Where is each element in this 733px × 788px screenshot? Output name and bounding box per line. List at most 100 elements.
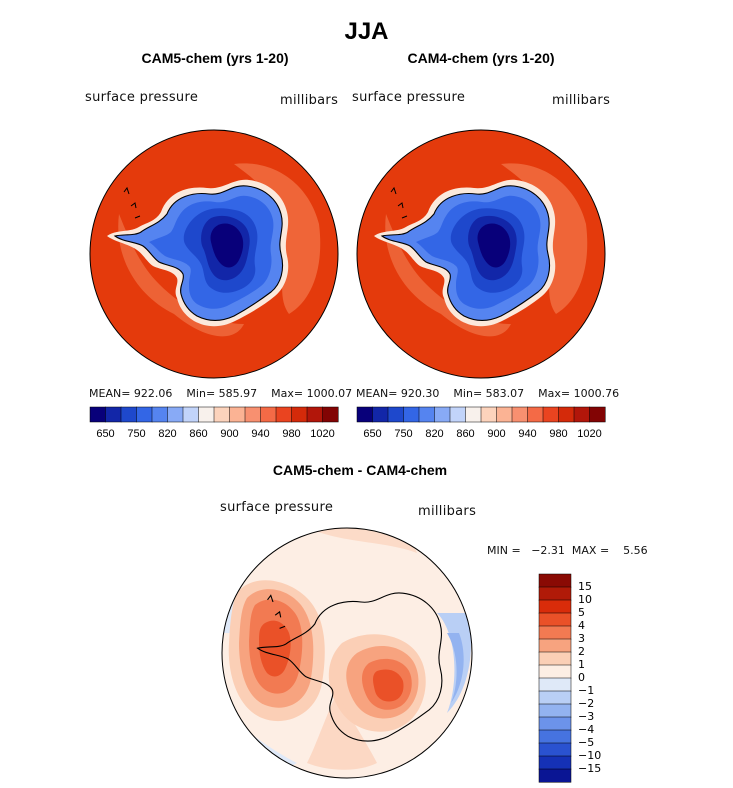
colorbar-tick-label: 860 xyxy=(189,428,208,440)
colorbar-swatch xyxy=(120,406,138,423)
colorbar-swatch xyxy=(527,406,544,423)
colorbar-swatch xyxy=(151,406,169,423)
colorbar-swatch xyxy=(356,406,374,423)
colorbar-tick-label: 900 xyxy=(220,428,239,440)
colorbar-swatch xyxy=(511,406,529,423)
colorbar-swatch xyxy=(434,406,451,423)
main-title: JJA xyxy=(344,18,389,45)
colorbar-tick-label: −4 xyxy=(578,723,595,736)
colorbar-tick-label: 980 xyxy=(549,428,568,440)
colorbar-swatch xyxy=(387,406,405,423)
colorbar-swatch xyxy=(213,406,231,423)
panel3-map xyxy=(221,527,473,779)
panel3-min: −2.31 xyxy=(531,544,565,557)
colorbar-swatch xyxy=(418,406,436,423)
colorbar-swatch xyxy=(496,406,513,423)
colorbar-tick-label: −1 xyxy=(578,684,595,697)
colorbar-swatch xyxy=(538,586,572,601)
colorbar-tick-label: 0 xyxy=(578,671,585,684)
panel2-mean: 920.30 xyxy=(400,387,440,400)
colorbar-swatch xyxy=(589,406,606,423)
colorbar-tick-label: 15 xyxy=(578,580,592,593)
colorbar-tick-label: 3 xyxy=(578,632,585,645)
colorbar-swatch xyxy=(538,612,572,627)
colorbar-tick-label: −3 xyxy=(578,710,595,723)
colorbar-swatch xyxy=(229,406,246,423)
panel1-mean: 922.06 xyxy=(133,387,173,400)
colorbar-swatch xyxy=(538,768,572,783)
panel2-max: 1000.76 xyxy=(573,387,620,400)
colorbar-tick-label: 4 xyxy=(578,619,585,632)
panel1-variable-label: surface pressure xyxy=(85,90,199,105)
colorbar-tick-label: −15 xyxy=(578,762,602,775)
colorbar-swatch xyxy=(538,638,572,653)
colorbar-swatch xyxy=(538,716,572,731)
colorbar-swatch xyxy=(538,625,572,640)
colorbar-swatch xyxy=(182,406,200,423)
colorbar-swatch xyxy=(558,406,575,423)
colorbar-tick-label: 940 xyxy=(518,428,537,440)
colorbar-swatch xyxy=(167,406,184,423)
panel2-map xyxy=(356,129,606,379)
colorbar-swatch xyxy=(538,703,572,718)
panel3-variable-label: surface pressure xyxy=(220,500,334,515)
colorbar-swatch xyxy=(449,406,467,423)
colorbar-tick-label: 980 xyxy=(282,428,301,440)
colorbar-swatch xyxy=(538,651,572,666)
colorbar-swatch xyxy=(538,742,572,757)
colorbar-tick-label: 650 xyxy=(96,428,115,440)
colorbar-tick-label: 5 xyxy=(578,606,585,619)
panel1-stats: MEAN= 922.06 Min= 585.97 Max= 1000.07 xyxy=(89,387,353,400)
colorbar-swatch xyxy=(372,406,389,423)
colorbar-swatch xyxy=(198,406,215,423)
colorbar-swatch xyxy=(244,406,262,423)
panel1-max: 1000.07 xyxy=(306,387,353,400)
colorbar-tick-label: 750 xyxy=(127,428,146,440)
colorbar-tick-label: −10 xyxy=(578,749,602,762)
colorbar-swatch xyxy=(542,406,560,423)
panel2-title: CAM4-chem (yrs 1-20) xyxy=(407,50,555,66)
panel1-min: 585.97 xyxy=(218,387,258,400)
colorbar-tick-label: −2 xyxy=(578,697,595,710)
colorbar-swatch xyxy=(480,406,498,423)
colorbar-tick-label: 1 xyxy=(578,658,585,671)
panel2-stats: MEAN= 920.30 Min= 583.07 Max= 1000.76 xyxy=(356,387,620,400)
panel2-min: 583.07 xyxy=(485,387,525,400)
colorbar-tick-label: 1020 xyxy=(310,428,335,440)
colorbar-swatch xyxy=(538,690,572,705)
colorbar-swatch xyxy=(538,599,572,614)
colorbar-swatch xyxy=(306,406,324,423)
colorbar-swatch xyxy=(275,406,293,423)
panel3-colorbar-ticks: 15 10 5 4 3 2 1 0 −1 −2 −3 −4 −5 −10 −15 xyxy=(578,574,618,782)
panel1-colorbar xyxy=(89,406,339,423)
colorbar-tick-label: 650 xyxy=(363,428,382,440)
panel3-stats: MIN = −2.31 MAX = 5.56 xyxy=(487,544,648,557)
panel1-title: CAM5-chem (yrs 1-20) xyxy=(141,50,289,66)
colorbar-swatch xyxy=(465,406,482,423)
colorbar-tick-label: −5 xyxy=(578,736,595,749)
colorbar-swatch xyxy=(538,664,572,679)
colorbar-tick-label: 1020 xyxy=(577,428,602,440)
colorbar-swatch xyxy=(136,406,153,423)
colorbar-swatch xyxy=(105,406,122,423)
panel2-variable-label: surface pressure xyxy=(352,90,466,105)
colorbar-tick-label: 750 xyxy=(394,428,413,440)
colorbar-swatch xyxy=(538,755,572,770)
colorbar-swatch xyxy=(403,406,420,423)
colorbar-swatch xyxy=(538,729,572,744)
colorbar-swatch xyxy=(260,406,277,423)
colorbar-swatch xyxy=(89,406,107,423)
panel2-colorbar-ticks: 650 750 820 860 900 940 980 1020 xyxy=(357,428,605,442)
colorbar-tick-label: 860 xyxy=(456,428,475,440)
colorbar-swatch xyxy=(322,406,339,423)
panel3-colorbar xyxy=(538,573,572,783)
colorbar-tick-label: 820 xyxy=(425,428,444,440)
panel2-units-label: millibars xyxy=(552,93,611,108)
panel1-units-label: millibars xyxy=(280,93,339,108)
colorbar-swatch xyxy=(573,406,591,423)
colorbar-tick-label: 900 xyxy=(487,428,506,440)
colorbar-swatch xyxy=(538,573,572,588)
colorbar-swatch xyxy=(291,406,308,423)
colorbar-tick-label: 2 xyxy=(578,645,585,658)
colorbar-swatch xyxy=(538,677,572,692)
